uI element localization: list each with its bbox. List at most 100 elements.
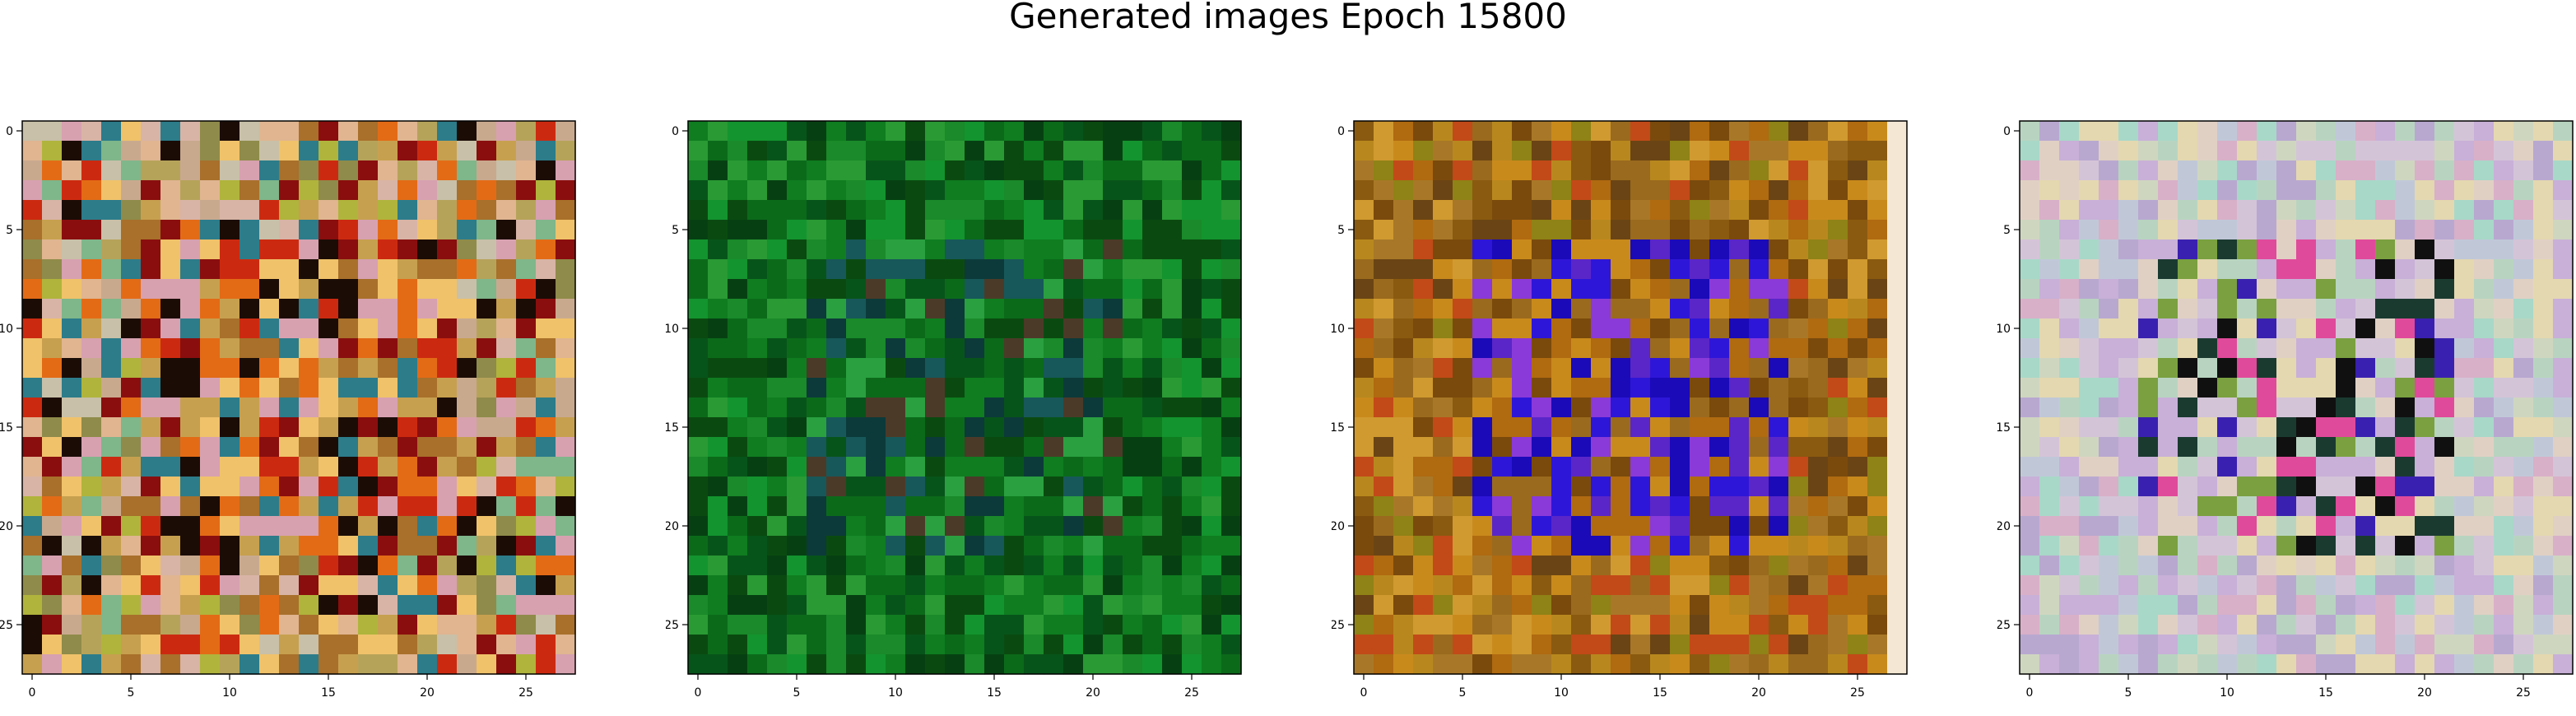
pixel-cell xyxy=(1063,358,1084,379)
x-tick-label: 5 xyxy=(793,686,801,700)
pixel-cell xyxy=(728,220,748,240)
pixel-cell xyxy=(1532,378,1552,398)
pixel-cell xyxy=(1413,220,1434,240)
pixel-cell xyxy=(239,536,260,556)
pixel-cell xyxy=(160,575,181,596)
pixel-cell xyxy=(826,220,847,240)
pixel-cell xyxy=(846,220,867,240)
pixel-cell xyxy=(1690,318,1710,339)
pixel-cell xyxy=(2099,338,2119,359)
pixel-cell xyxy=(141,220,161,240)
pixel-cell xyxy=(160,536,181,556)
pixel-cell xyxy=(121,141,142,161)
pixel-cell xyxy=(536,180,556,201)
pixel-cell xyxy=(2336,496,2356,517)
pixel-cell xyxy=(2553,318,2574,339)
pixel-cell xyxy=(2434,398,2455,418)
pixel-cell xyxy=(2494,180,2514,201)
pixel-cell xyxy=(1182,378,1202,398)
pixel-cell xyxy=(1453,595,1473,616)
pixel-cell xyxy=(2138,615,2159,635)
pixel-cell xyxy=(536,575,556,596)
pixel-cell xyxy=(1221,239,1242,260)
pixel-cell xyxy=(2197,615,2218,635)
pixel-cell xyxy=(767,556,788,576)
pixel-cell xyxy=(1551,516,1572,537)
pixel-cell xyxy=(1221,220,1242,240)
pixel-cell xyxy=(200,654,221,675)
pixel-cell xyxy=(1828,437,1848,458)
pixel-cell xyxy=(417,220,438,240)
pixel-cell xyxy=(2178,437,2198,458)
pixel-cell xyxy=(516,180,537,201)
pixel-cell xyxy=(2099,575,2119,596)
y-tick-label: 10 xyxy=(666,323,679,336)
pixel-cell xyxy=(1571,239,1592,260)
pixel-cell xyxy=(1433,121,1453,142)
pixel-cell xyxy=(22,536,43,556)
pixel-cell xyxy=(42,259,63,280)
pixel-cell xyxy=(787,437,807,458)
pixel-cell xyxy=(259,239,280,260)
pixel-cell xyxy=(1354,141,1374,161)
pixel-cell xyxy=(2217,398,2238,418)
pixel-cell xyxy=(160,259,181,280)
pixel-cell xyxy=(2276,575,2297,596)
pixel-cell xyxy=(319,654,339,675)
pixel-cell xyxy=(846,358,867,379)
pixel-cell xyxy=(2020,496,2040,517)
pixel-cell xyxy=(1142,556,1163,576)
pixel-cell xyxy=(747,220,768,240)
pixel-cell xyxy=(180,200,201,221)
pixel-cell xyxy=(1472,121,1493,142)
pixel-cell xyxy=(1142,180,1163,201)
pixel-cell xyxy=(1123,654,1143,675)
pixel-cell xyxy=(2395,338,2416,359)
pixel-cell xyxy=(1182,398,1202,418)
pixel-cell xyxy=(259,200,280,221)
pixel-cell xyxy=(437,635,458,655)
pixel-cell xyxy=(319,141,339,161)
pixel-cell xyxy=(965,160,985,181)
pixel-cell xyxy=(2039,398,2060,418)
pixel-cell xyxy=(220,160,240,181)
pixel-cell xyxy=(457,338,477,359)
pixel-cell xyxy=(2415,575,2435,596)
pixel-cell xyxy=(2533,575,2554,596)
pixel-cell xyxy=(807,536,827,556)
pixel-cell xyxy=(1103,141,1123,161)
pixel-cell xyxy=(22,121,43,142)
pixel-cell xyxy=(1808,338,1829,359)
pixel-cell xyxy=(220,141,240,161)
pixel-cell xyxy=(2375,259,2396,280)
pixel-cell xyxy=(1551,358,1572,379)
pixel-cell xyxy=(1393,220,1414,240)
x-tick-label: 20 xyxy=(1751,686,1766,700)
pixel-cell xyxy=(965,654,985,675)
pixel-cell xyxy=(279,595,300,616)
pixel-cell xyxy=(2020,654,2040,675)
pixel-cell xyxy=(1142,615,1163,635)
pixel-cell xyxy=(121,516,142,537)
pixel-cell xyxy=(398,457,418,477)
pixel-cell xyxy=(1182,437,1202,458)
pixel-cell xyxy=(457,536,477,556)
pixel-cell xyxy=(1729,615,1750,635)
pixel-cell xyxy=(62,477,82,497)
pixel-cell xyxy=(2355,556,2376,576)
pixel-cell xyxy=(2434,338,2455,359)
pixel-cell xyxy=(1472,358,1493,379)
pixel-cell xyxy=(1083,220,1104,240)
pixel-cell xyxy=(1433,654,1453,675)
pixel-cell xyxy=(1103,318,1123,339)
pixel-cell xyxy=(846,417,867,438)
pixel-cell xyxy=(767,536,788,556)
pixel-cell xyxy=(945,259,965,280)
pixel-cell xyxy=(417,121,438,142)
pixel-cell xyxy=(1492,654,1513,675)
pixel-cell xyxy=(536,141,556,161)
pixel-cell xyxy=(2059,200,2080,221)
pixel-cell xyxy=(2454,437,2475,458)
pixel-cell xyxy=(1729,437,1750,458)
pixel-cell xyxy=(2039,299,2060,319)
